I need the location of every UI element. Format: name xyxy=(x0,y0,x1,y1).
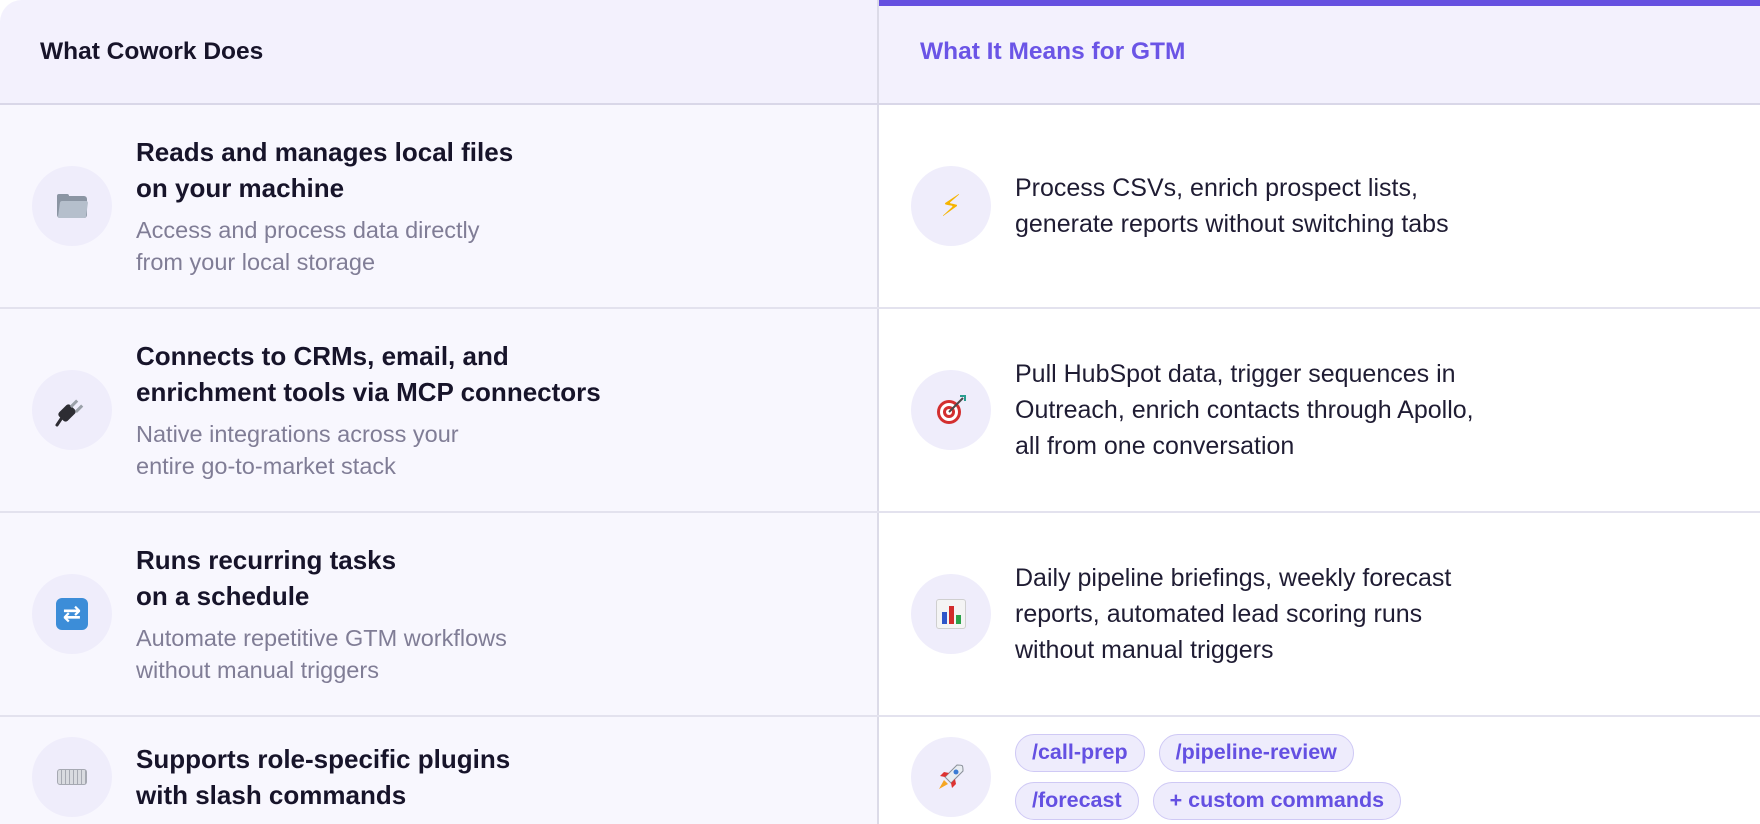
folder-icon xyxy=(32,166,112,246)
gtm-cell: ⚡ Process CSVs, enrich prospect lists, g… xyxy=(879,105,1760,307)
feature-title: Supports role-specific plugins with slas… xyxy=(136,744,511,810)
slash-command-tags: /call-prep /pipeline-review /forecast + … xyxy=(1015,734,1475,820)
feature-title: Runs recurring tasks on a schedule xyxy=(136,545,397,611)
lightning-icon: ⚡ xyxy=(911,166,991,246)
feature-subtitle: Automate repetitive GTM workflows withou… xyxy=(136,625,507,683)
target-icon xyxy=(911,370,991,450)
table-row: Connects to CRMs, email, and enrichment … xyxy=(0,309,1760,513)
header-left-title: What Cowork Does xyxy=(40,37,264,65)
plug-icon xyxy=(32,370,112,450)
header-left-cell: What Cowork Does xyxy=(0,0,879,103)
feature-cell: Reads and manages local files on your ma… xyxy=(0,105,879,307)
gtm-cell: Pull HubSpot data, trigger sequences in … xyxy=(879,309,1760,511)
gtm-cell: /call-prep /pipeline-review /forecast + … xyxy=(879,717,1760,824)
table-row: Supports role-specific plugins with slas… xyxy=(0,717,1760,824)
table-row: ⇄ Runs recurring tasks on a schedule Aut… xyxy=(0,513,1760,717)
feature-subtitle: Native integrations across your entire g… xyxy=(136,421,459,479)
tag-pipeline-review[interactable]: /pipeline-review xyxy=(1158,734,1354,772)
header-right-cell: What It Means for GTM xyxy=(879,0,1760,103)
table-row: Reads and manages local files on your ma… xyxy=(0,105,1760,309)
feature-subtitle: Access and process data directly from yo… xyxy=(136,217,480,275)
tag-forecast[interactable]: /forecast xyxy=(1015,782,1139,820)
rocket-icon xyxy=(911,737,991,817)
tag-custom-commands[interactable]: + custom commands xyxy=(1152,782,1402,820)
gtm-description: Process CSVs, enrich prospect lists, gen… xyxy=(1015,174,1449,238)
gtm-description: Pull HubSpot data, trigger sequences in … xyxy=(1015,360,1474,460)
feature-title: Reads and manages local files on your ma… xyxy=(136,137,514,203)
feature-cell: ⇄ Runs recurring tasks on a schedule Aut… xyxy=(0,513,879,715)
table-header: What Cowork Does What It Means for GTM xyxy=(0,0,1760,105)
feature-title: Connects to CRMs, email, and enrichment … xyxy=(136,341,601,407)
gtm-cell: Daily pipeline briefings, weekly forecas… xyxy=(879,513,1760,715)
bar-chart-icon xyxy=(911,574,991,654)
keyboard-icon xyxy=(32,737,112,817)
header-right-title: What It Means for GTM xyxy=(920,37,1186,65)
tag-call-prep[interactable]: /call-prep xyxy=(1015,734,1145,772)
repeat-icon: ⇄ xyxy=(32,574,112,654)
feature-cell: Supports role-specific plugins with slas… xyxy=(0,717,879,824)
gtm-description: Daily pipeline briefings, weekly forecas… xyxy=(1015,564,1452,664)
feature-cell: Connects to CRMs, email, and enrichment … xyxy=(0,309,879,511)
